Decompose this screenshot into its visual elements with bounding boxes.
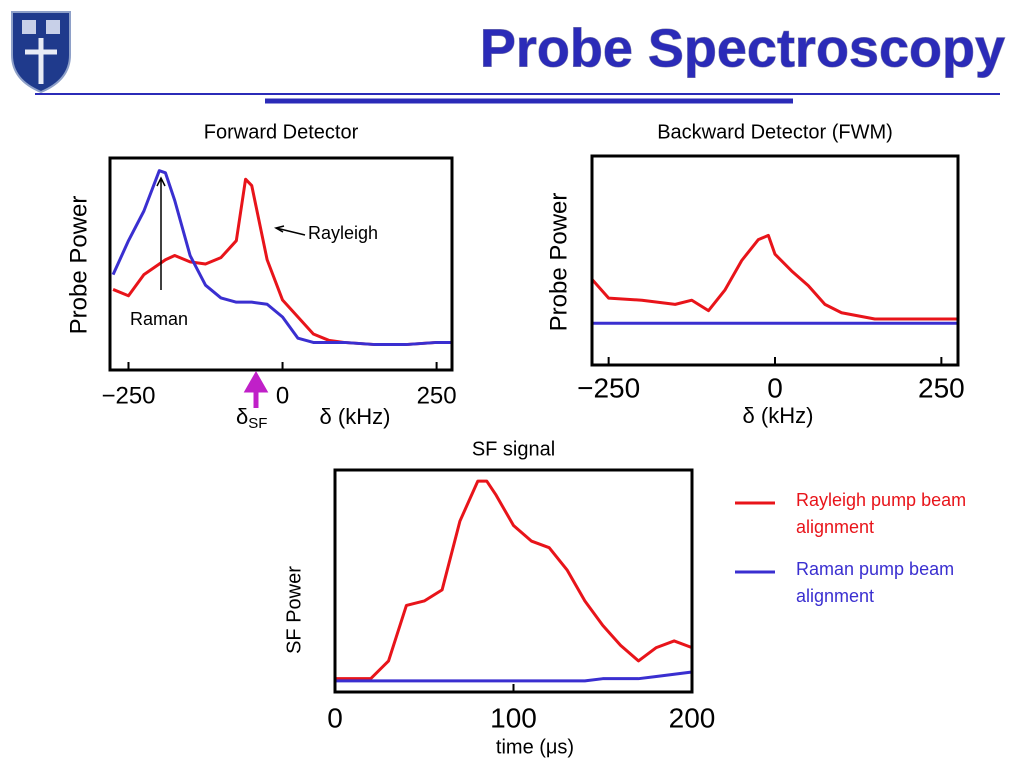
slide-title: Probe Spectroscopy: [480, 18, 1005, 78]
annotation-arrow: [243, 370, 269, 408]
legend-entry: Raman pump beam alignment: [796, 559, 955, 606]
y-axis-label: SF Power: [283, 566, 305, 654]
x-tick-label: 100: [490, 702, 537, 733]
annotation-arrow: [274, 225, 306, 236]
x-axis-label: δ (kHz): [320, 404, 391, 429]
y-axis-label: Probe Power: [545, 193, 572, 332]
annotation: Rayleigh: [308, 223, 378, 243]
annotation-arrow: [156, 176, 166, 290]
series-line: [111, 169, 452, 347]
series-line: [335, 479, 693, 681]
annotation-symbol: δ: [236, 404, 248, 429]
x-tick-label: 250: [417, 382, 457, 409]
x-axis-label: time (μs): [496, 736, 574, 758]
plot-frame: [590, 154, 960, 367]
annotation-subscript: SF: [248, 415, 267, 432]
x-tick-label: 0: [327, 702, 343, 733]
x-tick-label: 0: [276, 382, 289, 409]
x-tick-label: −250: [577, 372, 640, 403]
series-line: [590, 233, 958, 321]
x-tick-label: 200: [669, 702, 716, 733]
x-tick-label: 0: [767, 372, 783, 403]
y-axis-label: Probe Power: [65, 196, 92, 335]
series-line: [335, 670, 693, 683]
annotation: δSF: [236, 404, 267, 432]
x-axis-label: δ (kHz): [743, 403, 814, 428]
x-tick-label: 250: [918, 372, 965, 403]
chart-title: Forward Detector: [204, 121, 359, 143]
chart-title: Backward Detector (FWM): [657, 121, 893, 143]
logo: [11, 11, 71, 94]
plot-frame: [333, 468, 694, 694]
annotation: Raman: [130, 309, 188, 329]
chart-title: SF signal: [472, 438, 555, 460]
plot-frame: [108, 156, 454, 372]
x-tick-label: −250: [101, 382, 155, 409]
legend-entry: Rayleigh pump beam alignment: [796, 490, 967, 537]
